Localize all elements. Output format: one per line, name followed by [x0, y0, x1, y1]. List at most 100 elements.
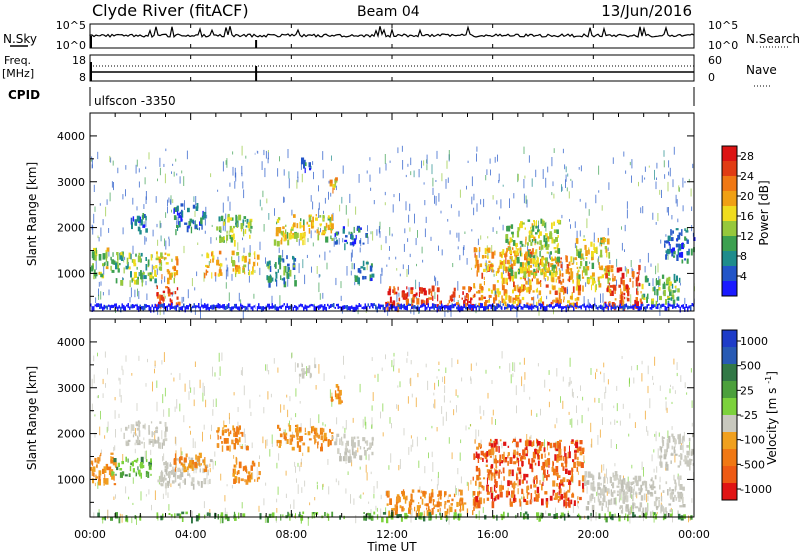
echo-cell	[603, 268, 606, 272]
scatter-echo-cell	[652, 375, 654, 381]
ground-scatter-cell	[198, 303, 200, 309]
echo-cell	[132, 216, 135, 222]
echo-cell	[509, 250, 512, 254]
scatter-echo-cell	[459, 189, 461, 198]
scatter-echo-cell	[95, 259, 97, 270]
scatter-echo-cell	[297, 462, 299, 467]
scatter-echo-cell	[410, 512, 412, 523]
scatter-echo-cell	[128, 496, 130, 500]
echo-cell	[461, 498, 464, 506]
echo-cell	[563, 446, 566, 452]
echo-cell	[640, 291, 642, 294]
scatter-echo-cell	[205, 399, 207, 408]
echo-cell	[145, 459, 148, 463]
ground-scatter-cell	[247, 304, 249, 307]
scatter-echo-cell	[480, 235, 482, 240]
echo-cell	[90, 267, 92, 274]
echo-cell	[554, 492, 558, 500]
scatter-echo-cell	[532, 479, 534, 483]
echo-cell	[635, 480, 639, 487]
echo-cell	[426, 507, 428, 510]
echo-cell	[423, 290, 427, 296]
echo-cell	[521, 479, 524, 484]
echo-cell	[500, 454, 502, 459]
echo-cell	[223, 221, 225, 226]
echo-cell	[466, 508, 469, 516]
scatter-echo-cell	[118, 413, 120, 418]
ground-scatter-cell	[447, 305, 449, 310]
scatter-echo-cell	[91, 378, 93, 388]
colorbar-segment	[722, 381, 737, 399]
scatter-echo-cell	[191, 510, 193, 521]
echo-cell	[543, 235, 546, 243]
echo-cell	[611, 302, 615, 308]
scatter-echo-cell	[202, 382, 204, 393]
echo-cell	[540, 244, 544, 250]
echo-cell	[295, 513, 296, 519]
ground-scatter-cell	[193, 303, 195, 308]
scatter-echo-cell	[267, 152, 269, 160]
scatter-echo-cell	[435, 180, 437, 182]
ground-scatter-cell	[208, 307, 210, 311]
scatter-echo-cell	[170, 483, 172, 488]
ground-scatter-cell	[384, 307, 386, 313]
scatter-echo-cell	[455, 488, 457, 496]
echo-cell	[679, 475, 682, 480]
scatter-echo-cell	[164, 276, 166, 283]
echo-cell	[692, 462, 694, 466]
scatter-echo-cell	[384, 154, 386, 164]
echo-cell	[678, 479, 680, 487]
scatter-echo-cell	[653, 449, 655, 453]
echo-cell	[541, 498, 544, 506]
ground-scatter-cell	[559, 303, 561, 309]
echo-cell	[478, 302, 482, 307]
scatter-echo-cell	[477, 238, 479, 246]
scatter-echo-cell	[520, 245, 522, 249]
scatter-echo-cell	[162, 394, 164, 404]
echo-cell	[252, 267, 254, 272]
ground-scatter-cell	[237, 306, 239, 310]
scatter-echo-cell	[145, 494, 147, 497]
echo-cell	[106, 466, 110, 471]
echo-cell	[194, 220, 196, 226]
echo-cell	[143, 442, 145, 449]
echo-cell	[582, 482, 585, 489]
echo-cell	[92, 478, 95, 484]
echo-cell	[459, 509, 462, 512]
scatter-echo-cell	[631, 365, 633, 371]
echo-cell	[556, 442, 560, 449]
echo-cell	[478, 481, 482, 488]
echo-cell	[519, 471, 522, 474]
echo-cell	[597, 276, 600, 282]
scatter-echo-cell	[425, 437, 427, 441]
echo-cell	[219, 272, 223, 276]
scatter-echo-cell	[249, 399, 251, 409]
echo-cell	[537, 281, 541, 285]
ground-scatter-cell	[132, 304, 134, 309]
ground-scatter-cell	[286, 303, 288, 308]
echo-cell	[584, 471, 588, 478]
echo-cell	[145, 228, 148, 233]
echo-cell	[181, 516, 184, 522]
scatter-echo-cell	[469, 424, 471, 427]
echo-cell	[160, 483, 164, 487]
echo-cell	[597, 496, 600, 502]
scatter-echo-cell	[523, 384, 525, 393]
echo-cell	[128, 424, 130, 429]
scatter-echo-cell	[137, 288, 138, 297]
echo-cell	[115, 278, 118, 284]
echo-cell	[664, 507, 667, 513]
echo-cell	[323, 226, 327, 232]
scatter-echo-cell	[530, 409, 532, 416]
scatter-echo-cell	[217, 431, 219, 437]
scatter-echo-cell	[410, 171, 412, 176]
echo-cell	[534, 448, 537, 455]
echo-cell	[142, 464, 145, 468]
scatter-echo-cell	[407, 238, 409, 242]
ground-scatter-cell	[250, 306, 252, 310]
ground-scatter-cell	[483, 306, 485, 311]
echo-cell	[544, 491, 548, 495]
echo-cell	[571, 468, 574, 472]
echo-cell	[575, 238, 579, 244]
echo-cell	[235, 457, 238, 465]
